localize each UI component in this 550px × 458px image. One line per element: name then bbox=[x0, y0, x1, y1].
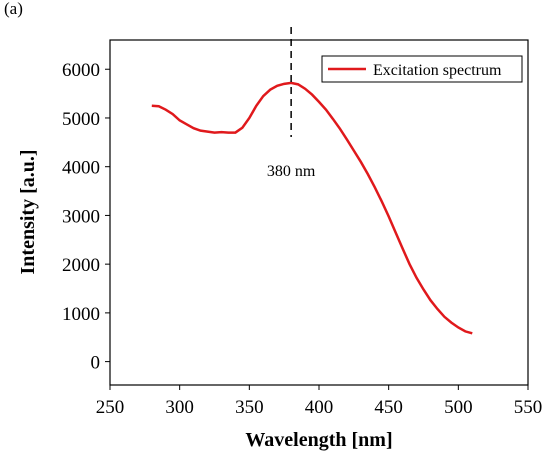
x-tick-label: 550 bbox=[514, 397, 543, 418]
x-tick-label: 300 bbox=[165, 397, 194, 418]
x-tick-label: 350 bbox=[235, 397, 264, 418]
panel-label: (a) bbox=[4, 0, 23, 18]
plot-frame bbox=[109, 39, 529, 386]
x-tick-label: 500 bbox=[444, 397, 473, 418]
y-tick-label: 2000 bbox=[62, 255, 100, 276]
y-axis-title: Intensity [a.u.] bbox=[17, 149, 39, 274]
y-tick-label: 5000 bbox=[62, 109, 100, 130]
annotation-label: 380 nm bbox=[267, 163, 316, 180]
x-axis-title: Wavelength [nm] bbox=[245, 429, 392, 451]
legend-label: Excitation spectrum bbox=[373, 62, 502, 79]
y-tick-label: 0 bbox=[91, 353, 101, 374]
y-tick-label: 6000 bbox=[62, 60, 100, 81]
y-tick-label: 4000 bbox=[62, 158, 100, 179]
y-tick-label: 1000 bbox=[62, 304, 100, 325]
x-tick-label: 450 bbox=[374, 397, 403, 418]
x-tick-label: 400 bbox=[305, 397, 334, 418]
line bbox=[151, 81, 473, 335]
x-tick-label: 250 bbox=[96, 397, 125, 418]
y-tick-label: 3000 bbox=[62, 206, 100, 227]
